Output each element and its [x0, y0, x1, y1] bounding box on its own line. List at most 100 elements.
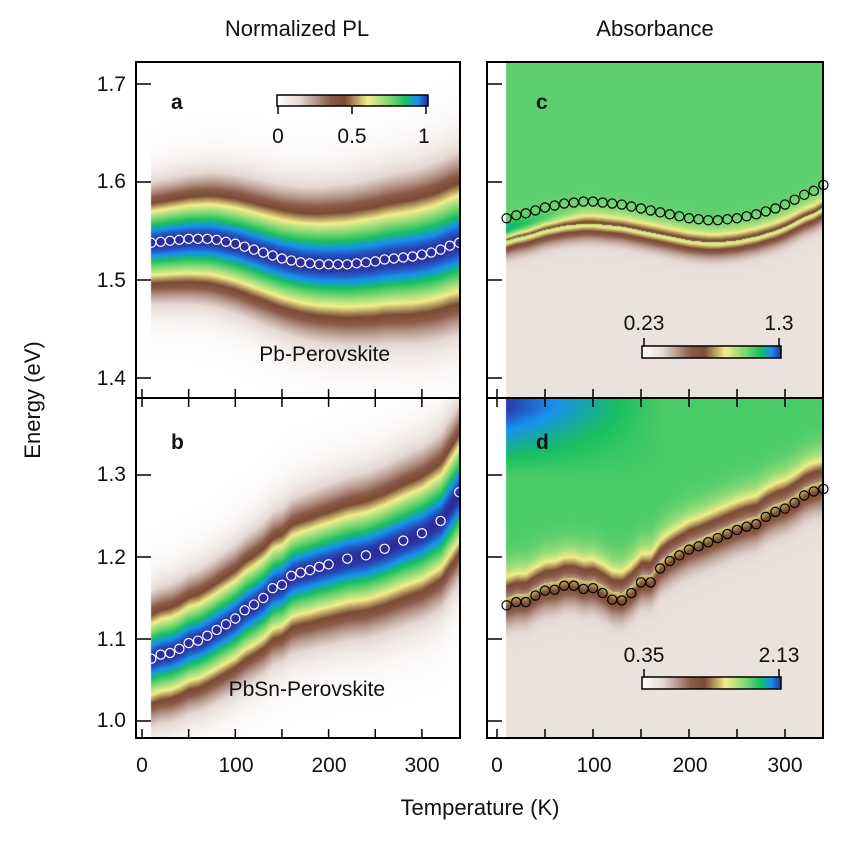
- data-marker-c: [751, 209, 762, 220]
- data-marker-d: [664, 555, 676, 567]
- data-marker-b: [155, 649, 166, 660]
- data-marker-c: [722, 214, 733, 225]
- data-marker-d: [703, 537, 714, 548]
- data-marker-c: [635, 203, 647, 214]
- data-marker-a: [286, 255, 297, 266]
- data-marker-b: [398, 535, 409, 546]
- data-marker-d: [789, 497, 800, 509]
- data-marker-b: [314, 561, 325, 573]
- data-marker-a: [304, 258, 316, 269]
- colorbar-d-min: 0.35: [624, 644, 665, 667]
- data-marker-c: [683, 213, 695, 224]
- colorbar-a-max: 1: [418, 125, 430, 148]
- data-marker-a: [146, 237, 157, 248]
- y-tick-label: 1.6: [97, 170, 126, 193]
- data-marker-d: [683, 544, 695, 555]
- data-marker-c: [655, 207, 666, 218]
- data-marker-b: [267, 582, 278, 594]
- data-marker-c: [578, 196, 589, 207]
- data-marker-a: [220, 236, 232, 247]
- data-marker-d: [511, 596, 522, 608]
- y-axis-label: Energy (eV): [20, 341, 45, 458]
- data-marker-a: [192, 233, 204, 245]
- data-marker-b: [192, 635, 204, 646]
- data-marker-c: [789, 194, 800, 205]
- sample-label-pb: Pb-Perovskite: [259, 343, 390, 366]
- title-absorbance: Absorbance: [596, 16, 713, 41]
- panel-frame-d: [486, 397, 824, 739]
- data-marker-b: [174, 643, 185, 655]
- data-marker-a: [211, 234, 222, 246]
- data-marker-c: [549, 200, 560, 211]
- data-marker-a: [267, 250, 278, 261]
- data-marker-a: [155, 236, 166, 247]
- x-tick-label: 0: [491, 754, 503, 777]
- data-marker-a: [435, 244, 446, 255]
- data-marker-a: [370, 256, 381, 267]
- data-marker-b: [202, 630, 213, 641]
- x-tick-label: 200: [311, 754, 346, 777]
- x-tick-label: 300: [767, 754, 802, 777]
- panel-label-d: d: [536, 431, 549, 454]
- data-marker-d: [559, 580, 570, 591]
- x-tick-label: 200: [672, 754, 707, 777]
- heatmap-c: [487, 62, 823, 398]
- data-marker-d: [693, 541, 704, 552]
- data-marker-c: [808, 185, 820, 197]
- x-axis-label: Temperature (K): [401, 795, 560, 820]
- data-marker-d: [645, 577, 656, 588]
- data-marker-a: [351, 258, 362, 269]
- data-marker-c: [626, 201, 637, 212]
- data-marker-a: [342, 259, 353, 270]
- data-marker-d: [655, 563, 666, 574]
- data-marker-c: [616, 199, 628, 210]
- data-marker-c: [559, 198, 570, 209]
- colorbar-c-min: 0.23: [624, 312, 665, 335]
- data-marker-c: [511, 210, 522, 221]
- colorbar-d: [641, 676, 782, 690]
- y-tick-label: 1.7: [97, 73, 126, 96]
- data-marker-d: [568, 580, 580, 591]
- data-marker-d: [607, 594, 618, 605]
- data-marker-a: [248, 244, 260, 255]
- data-marker-a: [295, 257, 306, 268]
- colorbar-c: [641, 345, 782, 359]
- data-marker-b: [304, 564, 316, 576]
- data-marker-a: [332, 259, 344, 270]
- data-marker-a: [416, 249, 428, 260]
- data-marker-c: [530, 205, 541, 216]
- data-marker-b: [211, 624, 222, 636]
- panel-frame-b: [135, 397, 461, 739]
- data-marker-b: [276, 579, 288, 591]
- data-marker-b: [146, 653, 157, 664]
- data-marker-a: [276, 253, 288, 264]
- data-marker-a: [258, 247, 269, 258]
- data-marker-c: [568, 197, 580, 208]
- data-marker-b: [183, 637, 194, 649]
- data-marker-d: [741, 521, 752, 532]
- data-marker-b: [230, 613, 241, 624]
- y-tick-label: 1.0: [97, 709, 126, 732]
- data-marker-d: [501, 600, 512, 611]
- data-marker-d: [808, 486, 820, 497]
- panel-label-b: b: [171, 431, 184, 454]
- data-marker-d: [587, 582, 599, 594]
- data-marker-b: [379, 543, 390, 555]
- data-marker-c: [520, 208, 532, 219]
- data-marker-a: [183, 233, 194, 245]
- data-marker-d: [530, 590, 541, 601]
- data-marker-a: [426, 247, 437, 258]
- data-marker-a: [314, 259, 325, 270]
- data-marker-a: [239, 241, 250, 252]
- heatmap-a: [136, 62, 460, 398]
- data-marker-a: [174, 234, 185, 246]
- colorbar-a-mid: 0.5: [337, 125, 366, 148]
- y-tick-label: 1.5: [97, 269, 126, 292]
- data-marker-d: [549, 584, 560, 596]
- data-marker-d: [578, 583, 589, 595]
- data-marker-b: [323, 559, 334, 570]
- x-tick-label: 0: [136, 754, 148, 777]
- data-marker-b: [248, 599, 260, 610]
